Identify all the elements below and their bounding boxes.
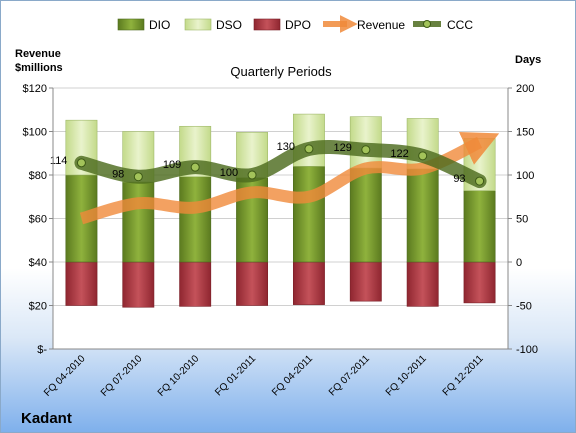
point-ccc bbox=[190, 162, 200, 172]
legend-label-revenue: Revenue bbox=[357, 18, 405, 32]
legend-label-dpo: DPO bbox=[285, 18, 311, 32]
x-tick-label: FQ 07-2010 bbox=[99, 353, 145, 399]
line-ccc bbox=[74, 140, 487, 189]
point-ccc bbox=[418, 151, 428, 161]
x-tick-label: FQ 04-2010 bbox=[42, 353, 88, 399]
bar-dpo bbox=[349, 261, 382, 302]
bar-dio bbox=[406, 168, 439, 263]
data-label-ccc: 109 bbox=[163, 159, 181, 171]
legend-swatch-ccc-marker bbox=[423, 20, 431, 28]
legend-label-ccc: CCC bbox=[447, 18, 473, 32]
right-tick-label: -50 bbox=[516, 301, 532, 313]
series-lines: 114 98 109 100 130 129 122 93 bbox=[50, 132, 500, 225]
gridlines bbox=[53, 87, 508, 350]
legend-label-dio: DIO bbox=[149, 18, 170, 32]
bar-dpo bbox=[463, 261, 496, 304]
data-label-ccc: 130 bbox=[277, 141, 295, 153]
data-label-ccc: 93 bbox=[453, 173, 465, 185]
legend: DIO DSO DPO Revenue CCC bbox=[117, 15, 473, 33]
left-tick-label: $- bbox=[37, 344, 47, 356]
x-tick-label: FQ 07-2011 bbox=[327, 353, 372, 398]
data-label-ccc: 114 bbox=[50, 155, 68, 167]
left-tick-label: $40 bbox=[29, 257, 47, 269]
legend-swatch-dpo bbox=[253, 18, 281, 31]
right-tick-label: -100 bbox=[516, 344, 538, 356]
bar-dpo bbox=[65, 261, 98, 306]
bar-dpo bbox=[292, 261, 325, 305]
right-tick-label: 100 bbox=[516, 170, 534, 182]
legend-label-dso: DSO bbox=[216, 18, 242, 32]
point-ccc bbox=[76, 158, 86, 168]
left-axis-title-line1: Revenue bbox=[15, 48, 61, 60]
x-tick-label: FQ 12-2011 bbox=[441, 353, 486, 398]
point-ccc bbox=[247, 170, 257, 180]
data-label-ccc: 129 bbox=[333, 142, 351, 154]
point-ccc bbox=[361, 145, 371, 155]
right-tick-label: 150 bbox=[516, 127, 534, 139]
point-ccc bbox=[475, 176, 485, 186]
bar-dio bbox=[349, 167, 382, 263]
bar-dio bbox=[179, 176, 212, 263]
left-tick-label: $100 bbox=[23, 127, 47, 139]
x-tick-label: FQ 01-2011 bbox=[213, 353, 258, 398]
left-tick-label: $20 bbox=[29, 301, 47, 313]
company-name: Kadant bbox=[21, 410, 72, 427]
right-tick-label: 200 bbox=[516, 83, 534, 95]
chart-title: Quarterly Periods bbox=[230, 64, 332, 79]
left-tick-label: $80 bbox=[29, 170, 47, 182]
left-tick-label: $120 bbox=[23, 83, 47, 95]
x-tick-label: FQ 04-2011 bbox=[270, 353, 315, 398]
point-ccc bbox=[133, 172, 143, 182]
legend-swatch-dso bbox=[184, 18, 212, 31]
left-tick-label: $60 bbox=[29, 214, 47, 226]
right-tick-label: 50 bbox=[516, 214, 528, 226]
point-ccc bbox=[304, 144, 314, 154]
bar-dio bbox=[292, 166, 325, 263]
x-tick-label: FQ 10-2011 bbox=[384, 353, 429, 398]
bar-dio bbox=[122, 181, 155, 263]
bars bbox=[65, 113, 496, 308]
bar-dpo bbox=[236, 261, 269, 306]
bar-dio bbox=[463, 190, 496, 263]
legend-swatch-dio bbox=[117, 18, 145, 31]
right-tick-label: 0 bbox=[516, 257, 522, 269]
bar-dpo bbox=[179, 261, 212, 307]
bar-dpo bbox=[122, 261, 155, 308]
data-label-ccc: 122 bbox=[390, 148, 408, 160]
data-label-ccc: 98 bbox=[112, 169, 124, 181]
left-axis-title-line2: $millions bbox=[15, 62, 63, 74]
right-axis-title: Days bbox=[515, 54, 541, 66]
line-revenue bbox=[79, 132, 500, 225]
x-tick-label: FQ 10-2010 bbox=[156, 353, 202, 399]
bar-dpo bbox=[406, 261, 439, 307]
data-label-ccc: 100 bbox=[220, 167, 238, 179]
